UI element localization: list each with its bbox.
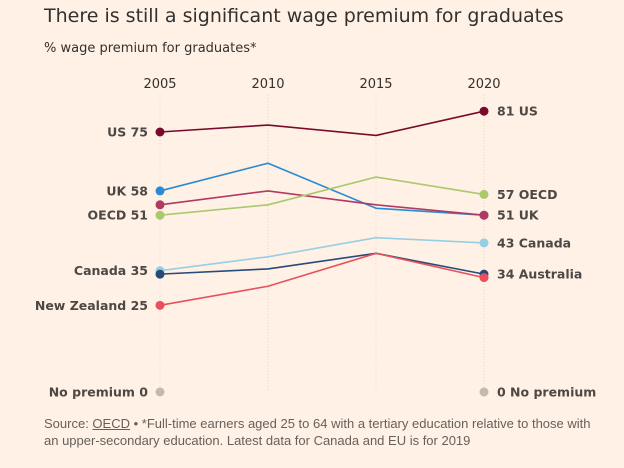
end-label: 34 Australia (497, 267, 582, 282)
data-point (479, 106, 489, 116)
end-label: 0 No premium (497, 385, 596, 400)
start-label: New Zealand 25 (35, 298, 148, 313)
data-point (155, 127, 165, 137)
series-line-uk (159, 162, 485, 216)
chart-subtitle: % wage premium for graduates* (44, 41, 257, 56)
data-point (479, 210, 489, 220)
series-line-new-zealand (159, 252, 485, 307)
data-point (479, 387, 489, 397)
data-point (155, 210, 165, 220)
data-point (155, 300, 165, 310)
data-point (479, 238, 489, 248)
footnote: • *Full-time earners aged 25 to 64 with … (44, 416, 591, 448)
end-label: 43 Canada (497, 235, 571, 250)
start-label: US 75 (107, 125, 148, 140)
end-label: 51 UK (497, 208, 540, 223)
chart-title: There is still a significant wage premiu… (44, 5, 564, 27)
end-label: 57 OECD (497, 187, 557, 202)
end-label: 81 US (497, 104, 538, 119)
x-tick-label: 2010 (251, 77, 284, 92)
source-link[interactable]: OECD (92, 416, 130, 431)
start-label: UK 58 (106, 183, 148, 198)
data-point (479, 273, 489, 283)
start-label: OECD 51 (88, 208, 148, 223)
data-point (155, 186, 165, 196)
data-point (155, 269, 165, 279)
data-point (155, 200, 165, 210)
chart-footer: Source: OECD • *Full-time earners aged 2… (44, 415, 604, 449)
start-label: Canada 35 (74, 263, 148, 278)
series-line-australia (159, 252, 485, 275)
start-label: No premium 0 (49, 385, 149, 400)
data-point (479, 189, 489, 199)
x-tick-label: 2005 (143, 77, 176, 92)
series-line-oecd (159, 176, 485, 216)
source-prefix: Source: (44, 416, 93, 431)
series-line-unlabeled (159, 190, 485, 216)
x-tick-label: 2020 (467, 77, 500, 92)
data-point (155, 387, 165, 397)
series-line-us (159, 110, 485, 137)
x-tick-label: 2015 (359, 77, 392, 92)
series-line-canada (159, 236, 485, 272)
